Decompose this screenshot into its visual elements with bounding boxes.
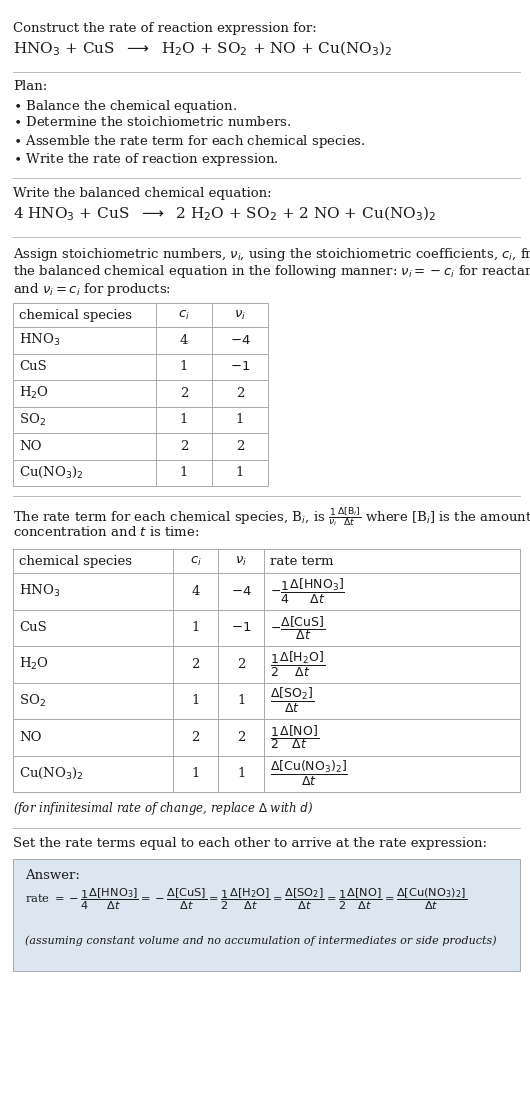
Text: Write the balanced chemical equation:: Write the balanced chemical equation:: [13, 187, 271, 200]
Bar: [13, 549, 520, 792]
Text: $-1$: $-1$: [231, 622, 251, 634]
Text: NO: NO: [19, 731, 41, 744]
Text: Construct the rate of reaction expression for:: Construct the rate of reaction expressio…: [13, 22, 317, 34]
Text: $\dfrac{1}{2}\dfrac{\Delta[\mathrm{H_2O}]}{\Delta t}$: $\dfrac{1}{2}\dfrac{\Delta[\mathrm{H_2O}…: [270, 649, 325, 678]
Text: $c_i$: $c_i$: [178, 308, 190, 321]
Text: $\dfrac{\Delta[\mathrm{Cu(NO_3)_2}]}{\Delta t}$: $\dfrac{\Delta[\mathrm{Cu(NO_3)_2}]}{\De…: [270, 759, 348, 788]
Text: $\bullet$ Determine the stoichiometric numbers.: $\bullet$ Determine the stoichiometric n…: [13, 116, 292, 129]
Text: Assign stoichiometric numbers, $\nu_i$, using the stoichiometric coefficients, $: Assign stoichiometric numbers, $\nu_i$, …: [13, 246, 530, 262]
Text: 4: 4: [180, 334, 188, 347]
Text: HNO$_3$ + CuS  $\longrightarrow$  H$_2$O + SO$_2$ + NO + Cu(NO$_3$)$_2$: HNO$_3$ + CuS $\longrightarrow$ H$_2$O +…: [13, 40, 392, 58]
Text: and $\nu_i = c_i$ for products:: and $\nu_i = c_i$ for products:: [13, 280, 171, 298]
Text: 2: 2: [237, 658, 245, 671]
Text: rate $= -\dfrac{1}{4}\dfrac{\Delta[\mathrm{HNO_3}]}{\Delta t} = -\dfrac{\Delta[\: rate $= -\dfrac{1}{4}\dfrac{\Delta[\math…: [25, 886, 467, 912]
Text: $-1$: $-1$: [230, 360, 250, 374]
Text: $-4$: $-4$: [231, 585, 252, 598]
Text: 2: 2: [180, 387, 188, 399]
Text: 4 HNO$_3$ + CuS  $\longrightarrow$  2 H$_2$O + SO$_2$ + 2 NO + Cu(NO$_3$)$_2$: 4 HNO$_3$ + CuS $\longrightarrow$ 2 H$_2…: [13, 205, 436, 222]
Text: 1: 1: [236, 466, 244, 479]
Text: Set the rate terms equal to each other to arrive at the rate expression:: Set the rate terms equal to each other t…: [13, 836, 487, 850]
Text: chemical species: chemical species: [19, 308, 132, 321]
Text: HNO$_3$: HNO$_3$: [19, 332, 60, 348]
Text: Cu(NO$_3$)$_2$: Cu(NO$_3$)$_2$: [19, 465, 84, 480]
Text: 1: 1: [180, 466, 188, 479]
Text: 1: 1: [191, 767, 200, 781]
Text: $\bullet$ Write the rate of reaction expression.: $\bullet$ Write the rate of reaction exp…: [13, 150, 279, 168]
Text: (assuming constant volume and no accumulation of intermediates or side products): (assuming constant volume and no accumul…: [25, 935, 497, 946]
Text: 1: 1: [237, 694, 245, 707]
Text: Plan:: Plan:: [13, 80, 47, 93]
Bar: [13, 302, 268, 486]
Text: $\bullet$ Assemble the rate term for each chemical species.: $\bullet$ Assemble the rate term for eac…: [13, 133, 366, 150]
Text: chemical species: chemical species: [19, 555, 132, 567]
Text: $\nu_i$: $\nu_i$: [234, 308, 246, 321]
Text: $\nu_i$: $\nu_i$: [235, 555, 247, 567]
Text: $-4$: $-4$: [229, 334, 250, 347]
Text: $-\dfrac{1}{4}\dfrac{\Delta[\mathrm{HNO_3}]}{\Delta t}$: $-\dfrac{1}{4}\dfrac{\Delta[\mathrm{HNO_…: [270, 577, 345, 606]
Text: H$_2$O: H$_2$O: [19, 656, 49, 673]
Text: SO$_2$: SO$_2$: [19, 693, 46, 708]
Text: $\dfrac{1}{2}\dfrac{\Delta[\mathrm{NO}]}{\Delta t}$: $\dfrac{1}{2}\dfrac{\Delta[\mathrm{NO}]}…: [270, 723, 319, 752]
Text: Answer:: Answer:: [25, 868, 80, 882]
Text: $\bullet$ Balance the chemical equation.: $\bullet$ Balance the chemical equation.: [13, 98, 237, 115]
Text: 2: 2: [236, 439, 244, 453]
Text: 1: 1: [180, 360, 188, 374]
Text: concentration and $t$ is time:: concentration and $t$ is time:: [13, 525, 199, 538]
Text: CuS: CuS: [19, 360, 47, 374]
Text: rate term: rate term: [270, 555, 333, 567]
Text: 2: 2: [236, 387, 244, 399]
FancyBboxPatch shape: [13, 858, 520, 971]
Text: 2: 2: [191, 658, 200, 671]
Text: Cu(NO$_3$)$_2$: Cu(NO$_3$)$_2$: [19, 766, 84, 782]
Text: 1: 1: [237, 767, 245, 781]
Text: $c_i$: $c_i$: [190, 555, 201, 567]
Text: 1: 1: [191, 622, 200, 634]
Text: 1: 1: [191, 694, 200, 707]
Text: HNO$_3$: HNO$_3$: [19, 583, 60, 599]
Text: 2: 2: [237, 731, 245, 744]
Text: 2: 2: [180, 439, 188, 453]
Text: CuS: CuS: [19, 622, 47, 634]
Text: 4: 4: [191, 585, 200, 598]
Text: 2: 2: [191, 731, 200, 744]
Text: SO$_2$: SO$_2$: [19, 411, 46, 428]
Text: $\dfrac{\Delta[\mathrm{SO_2}]}{\Delta t}$: $\dfrac{\Delta[\mathrm{SO_2}]}{\Delta t}…: [270, 686, 314, 715]
Text: the balanced chemical equation in the following manner: $\nu_i = -c_i$ for react: the balanced chemical equation in the fo…: [13, 264, 530, 280]
Text: 1: 1: [236, 414, 244, 426]
Text: (for infinitesimal rate of change, replace $\Delta$ with $d$): (for infinitesimal rate of change, repla…: [13, 800, 313, 817]
Text: H$_2$O: H$_2$O: [19, 385, 49, 401]
Text: $-\dfrac{\Delta[\mathrm{CuS}]}{\Delta t}$: $-\dfrac{\Delta[\mathrm{CuS}]}{\Delta t}…: [270, 614, 325, 642]
Text: NO: NO: [19, 439, 41, 453]
Text: 1: 1: [180, 414, 188, 426]
Text: The rate term for each chemical species, B$_i$, is $\frac{1}{\nu_i}\frac{\Delta[: The rate term for each chemical species,…: [13, 505, 530, 528]
